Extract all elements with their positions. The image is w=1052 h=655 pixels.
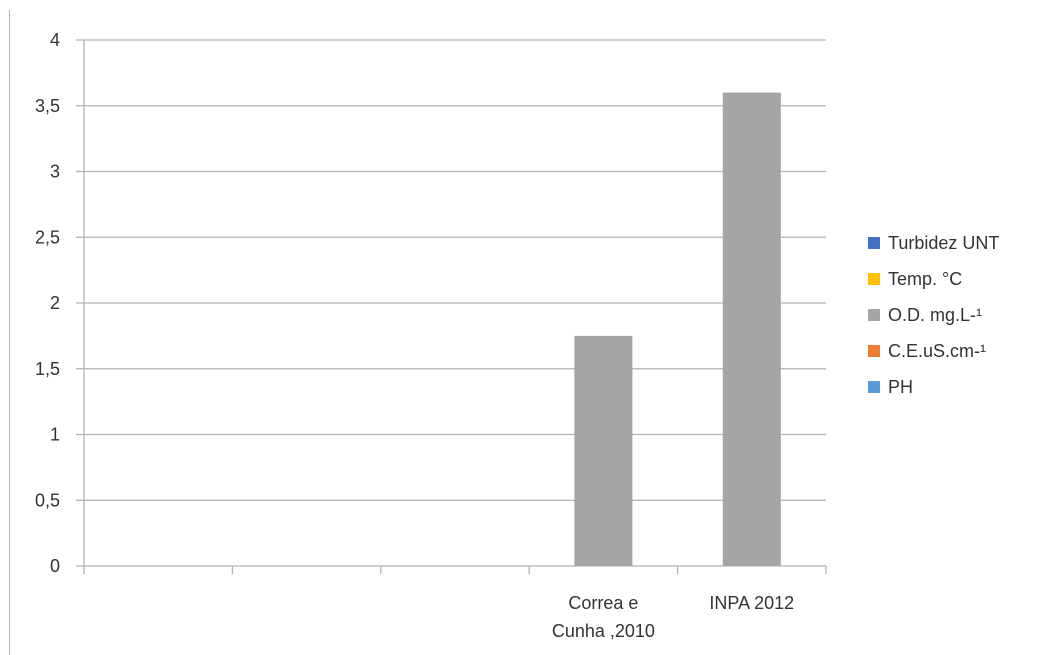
chart-frame-line: [9, 10, 10, 655]
y-tick-label: 4: [50, 30, 60, 50]
bars: [574, 92, 781, 566]
y-axis: 0 0,5 1 1,5 2 2,5 3 3,5 4: [35, 30, 85, 576]
legend: Turbidez UNT Temp. °C O.D. mg.L-¹ C.E.uS.cm…: [868, 225, 999, 405]
y-tick-label: 0,5: [35, 490, 60, 510]
legend-item: PH: [868, 369, 999, 405]
x-tick-label: Correa e Cunha ,2010: [552, 593, 655, 641]
legend-swatch: [868, 273, 880, 285]
legend-swatch: [868, 309, 880, 321]
bar: [722, 92, 781, 566]
legend-swatch: [868, 345, 880, 357]
legend-item: C.E.uS.cm-¹: [868, 333, 999, 369]
y-tick-label: 2,5: [35, 227, 60, 247]
legend-item: O.D. mg.L-¹: [868, 297, 999, 333]
y-tick-label: 2: [50, 293, 60, 313]
y-tick-label: 1,5: [35, 359, 60, 379]
y-tick-label: 1: [50, 425, 60, 445]
gridlines: [84, 39, 826, 501]
legend-swatch: [868, 237, 880, 249]
legend-item: Turbidez UNT: [868, 225, 999, 261]
x-tick-label: INPA 2012: [709, 593, 794, 613]
legend-label: O.D. mg.L-¹: [888, 304, 983, 325]
legend-label: Turbidez UNT: [888, 232, 1000, 253]
y-tick-label: 3,5: [35, 96, 60, 116]
legend-label: Temp. °C: [888, 268, 963, 289]
bar: [574, 335, 633, 566]
x-axis: Correa e Cunha ,2010 INPA 2012: [83, 565, 827, 641]
legend-label: C.E.uS.cm-¹: [888, 340, 987, 361]
legend-label: PH: [888, 376, 914, 397]
y-tick-label: 0: [50, 556, 60, 576]
legend-swatch: [868, 381, 880, 393]
y-tick-label: 3: [50, 162, 60, 182]
legend-item: Temp. °C: [868, 261, 999, 297]
